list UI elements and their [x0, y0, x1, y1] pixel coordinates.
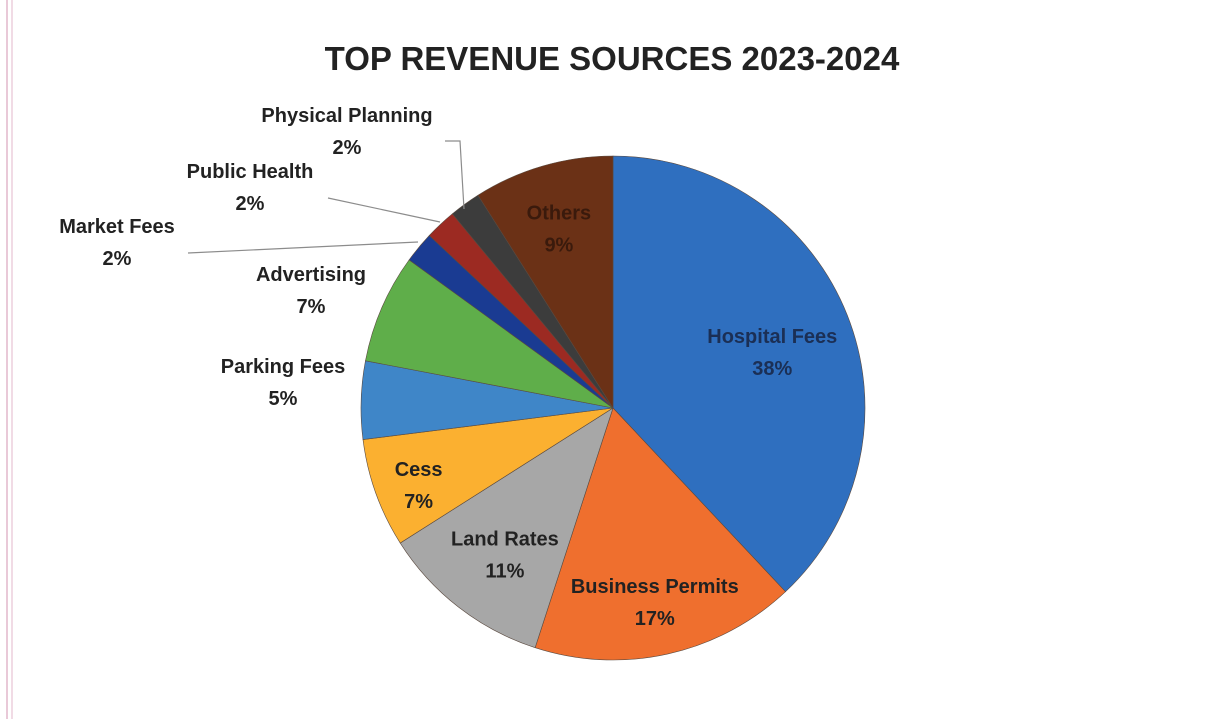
leader-physical-planning: [445, 140, 465, 210]
leader-public-health: [327, 197, 441, 223]
slice-advertising: [365, 259, 614, 409]
label-physical-planning: Physical Planning: [261, 105, 432, 127]
label-hospital-fees: Hospital Fees: [707, 326, 837, 348]
slice-others: [477, 155, 614, 410]
value-public-health: 2%: [236, 193, 265, 215]
pie-slices: [360, 155, 866, 661]
leader-lines: [187, 140, 465, 254]
label-land-rates: Land Rates: [451, 528, 559, 550]
label-cess: Cess: [395, 459, 443, 481]
label-business-permits: Business Permits: [571, 576, 739, 598]
value-physical-planning: 2%: [333, 137, 362, 159]
slice-business-permits: [534, 407, 786, 661]
value-business-permits: 17%: [635, 608, 675, 630]
value-parking-fees: 5%: [269, 388, 298, 410]
data-labels: Hospital Fees 38% Business Permits 17% Land …: [59, 105, 837, 630]
label-parking-fees: Parking Fees: [221, 356, 346, 378]
value-cess: 7%: [404, 491, 433, 513]
label-others: Others: [527, 203, 591, 225]
value-others: 9%: [544, 235, 573, 257]
chart-title: TOP REVENUE SOURCES 2023-2024: [325, 40, 900, 77]
page-edge-rule: [0, 0, 18, 719]
value-advertising: 7%: [297, 296, 326, 318]
value-market-fees: 2%: [103, 248, 132, 270]
label-market-fees: Market Fees: [59, 216, 175, 238]
value-land-rates: 11%: [485, 560, 524, 582]
slice-cess: [362, 407, 614, 544]
label-advertising: Advertising: [256, 264, 366, 286]
slice-land-rates: [399, 407, 614, 649]
value-hospital-fees: 38%: [752, 358, 792, 380]
label-public-health: Public Health: [187, 161, 314, 183]
leader-market-fees: [187, 241, 419, 254]
slice-hospital-fees: [612, 155, 866, 593]
